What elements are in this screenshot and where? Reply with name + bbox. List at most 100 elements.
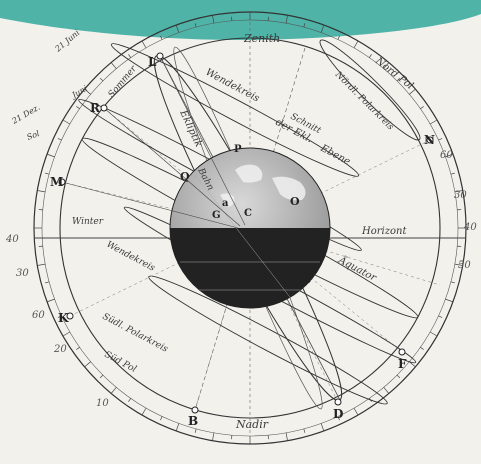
label-wendekreis-lower: Wendekreis (105, 240, 157, 274)
degree-tick (128, 54, 131, 58)
point-M: M (50, 175, 63, 189)
point-C: C (244, 208, 252, 219)
degree-tick (320, 423, 325, 432)
degree-40-right: 40 (463, 222, 477, 233)
degree-tick (396, 77, 401, 82)
degree-tick (320, 24, 325, 33)
label-date-left: 21 Dez. (10, 103, 42, 127)
degree-20: 20 (53, 344, 67, 355)
degree-tick (62, 331, 71, 337)
degree-tick (110, 62, 117, 69)
degree-tick (337, 416, 340, 421)
degree-tick (409, 361, 416, 368)
degree-tick (110, 387, 117, 394)
degree-60-right: 60 (440, 150, 453, 161)
degree-tick (420, 347, 424, 350)
point-markers (58, 52, 434, 414)
label-horizont: Horizont (361, 226, 407, 237)
degree-tick (160, 416, 163, 421)
sun-rays (61, 55, 246, 229)
degree-tick (62, 119, 71, 125)
degree-tick (84, 88, 91, 95)
point-a: a (222, 198, 229, 209)
point-N: N (424, 133, 435, 147)
degree-tick (429, 119, 438, 125)
point-b: b (304, 275, 311, 286)
degree-40-left: 40 (5, 234, 19, 245)
label-nadir: Nadir (235, 418, 269, 431)
point-B: B (188, 414, 198, 428)
degree-tick (420, 106, 424, 109)
label-zenith: Zenith (243, 32, 280, 45)
degree-tick (99, 374, 104, 379)
label-juni: Juni (69, 84, 90, 101)
degree-tick (445, 153, 454, 158)
degree-tick (353, 40, 359, 49)
label-aequator: Äquator (336, 254, 380, 285)
degree-tick (450, 172, 455, 175)
degree-tick (429, 331, 438, 337)
degree-tick (175, 24, 180, 33)
degree-tick (175, 423, 180, 432)
degree-60-left: 60 (32, 310, 45, 321)
label-nord-pol: Nord Pol (372, 55, 415, 92)
label-nordl-polarkreis: Nördl. Polarkreis (332, 69, 395, 132)
degree-tick (303, 23, 306, 28)
degree-tick (212, 15, 215, 24)
degree-tick (454, 263, 463, 266)
label-wendekreis-top: Wendekreis (204, 67, 261, 105)
label-sol: Sol (26, 129, 42, 142)
degree-tick (285, 432, 288, 441)
degree-tick (57, 138, 62, 141)
degree-tick (141, 40, 147, 49)
point-D: D (333, 407, 343, 421)
point-L: L (148, 55, 157, 69)
degree-tick (445, 298, 454, 303)
label-sud-pol: Süd Pol (103, 350, 138, 375)
degree-tick (438, 315, 443, 318)
degree-tick (454, 190, 463, 193)
degree-tick (45, 172, 50, 175)
degree-tick (76, 106, 80, 109)
point-O: O (290, 195, 300, 208)
point-Q: Q (180, 170, 190, 183)
degree-tick (194, 23, 197, 28)
degree-tick (383, 387, 390, 394)
point-P: P (234, 144, 242, 155)
label-sudl-polarkreis: Südl. Polarkreis (101, 312, 170, 355)
degree-tick (45, 281, 50, 284)
degree-tick (37, 190, 46, 193)
degree-tick (450, 281, 455, 284)
point-K: K (58, 311, 69, 325)
point-G: G (212, 210, 221, 221)
degree-tick (303, 428, 306, 433)
degree-tick (285, 15, 288, 24)
degree-tick (409, 88, 416, 95)
label-date-top: 21 Juni (53, 28, 82, 54)
label-sommer: Sommer (107, 64, 140, 100)
degree-tick (37, 263, 46, 266)
point-R: R (90, 101, 101, 115)
degree-50: 50 (458, 260, 471, 271)
degree-ticks (34, 12, 466, 444)
degree-tick (337, 35, 340, 40)
point-F: F (398, 357, 407, 371)
degree-tick (160, 35, 163, 40)
degree-tick (194, 428, 197, 433)
degree-30-left: 30 (16, 268, 29, 279)
degree-30-right: 30 (454, 190, 467, 201)
degree-tick (57, 315, 62, 318)
degree-tick (369, 54, 372, 58)
degree-tick (46, 153, 55, 158)
continents-icon (220, 164, 306, 207)
degree-tick (76, 347, 80, 350)
degree-tick (46, 298, 55, 303)
degree-tick (99, 77, 104, 82)
degree-tick (141, 407, 147, 416)
label-winter: Winter (72, 217, 104, 227)
degree-tick (353, 407, 359, 416)
degree-tick (84, 361, 91, 368)
degree-tick (396, 374, 401, 379)
